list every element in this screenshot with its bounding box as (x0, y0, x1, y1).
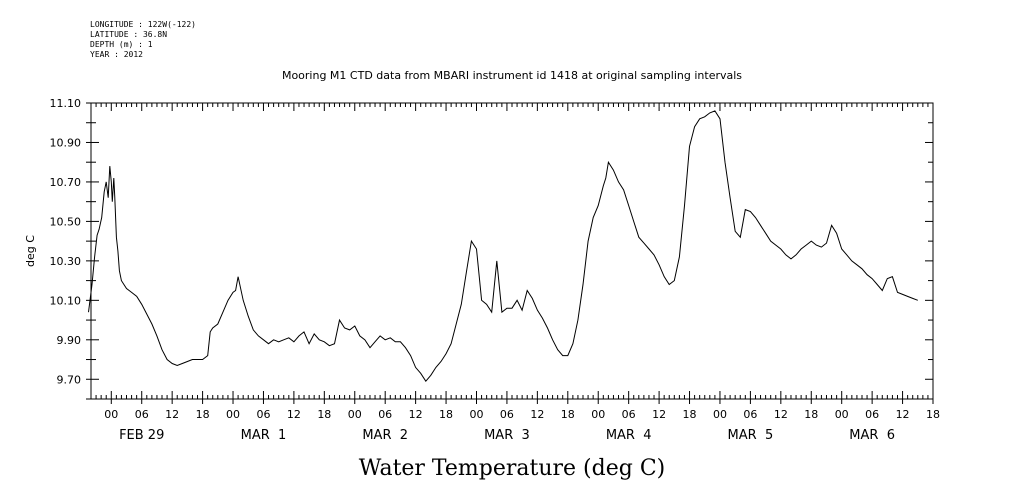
y-tick-label: 10.10 (50, 294, 82, 307)
x-tick-label: 18 (196, 408, 210, 421)
x-tick-label: 12 (287, 408, 301, 421)
depth-line: DEPTH (m) : 1 (90, 40, 153, 49)
day-label: MAR 5 (728, 428, 774, 443)
x-tick-label: 18 (317, 408, 331, 421)
temperature-series-line (88, 110, 918, 383)
x-tick-label: 06 (500, 408, 514, 421)
y-tick-label: 10.90 (50, 136, 82, 149)
x-tick-label: 18 (561, 408, 575, 421)
latitude-line: LATITUDE : 36.8N (90, 30, 168, 39)
y-tick-label: 9.70 (57, 373, 82, 386)
day-label: MAR 1 (241, 428, 287, 443)
x-tick-label: 06 (378, 408, 392, 421)
x-tick-label: 12 (409, 408, 423, 421)
x-tick-label: 06 (865, 408, 879, 421)
x-tick-label: 00 (226, 408, 240, 421)
x-tick-label: 00 (591, 408, 605, 421)
x-tick-label: 18 (683, 408, 697, 421)
longitude-line: LONGITUDE : 122W(-122) (90, 20, 196, 29)
x-tick-label: 18 (804, 408, 818, 421)
x-tick-label: 12 (165, 408, 179, 421)
y-tick-label: 10.50 (50, 215, 82, 228)
x-tick-label: 06 (135, 408, 149, 421)
metadata-block: LONGITUDE : 122W(-122) LATITUDE : 36.8N … (90, 20, 196, 60)
x-tick-labels: 00 06 12 18 00 06 12 18 00 06 12 18 00 06 12 18 00 06 12 18… (104, 408, 940, 421)
x-tick-label: 06 (622, 408, 636, 421)
y-tick-label: 10.70 (50, 176, 82, 189)
x-tick-label: 00 (348, 408, 362, 421)
x-tick-label: 12 (652, 408, 666, 421)
x-tick-label: 06 (743, 408, 757, 421)
y-tick-label: 9.90 (57, 334, 82, 347)
x-tick-label: 12 (896, 408, 910, 421)
y-axis-label: deg C (24, 235, 37, 267)
chart-title: Mooring M1 CTD data from MBARI instrumen… (282, 69, 742, 82)
x-tick-label: 00 (104, 408, 118, 421)
axis-ticks (86, 102, 934, 404)
day-labels: FEB 29 MAR 1 MAR 2 MAR 3 MAR 4 MAR 5 MAR 6 (119, 428, 895, 443)
x-tick-label: 12 (530, 408, 544, 421)
y-tick-label: 11.10 (50, 97, 82, 110)
plot-frame (90, 102, 934, 400)
x-tick-label: 18 (926, 408, 940, 421)
y-tick-label: 10.30 (50, 255, 82, 268)
x-tick-label: 12 (774, 408, 788, 421)
x-tick-label: 18 (439, 408, 453, 421)
day-label: MAR 6 (849, 428, 895, 443)
day-label: MAR 3 (484, 428, 530, 443)
x-tick-label: 06 (256, 408, 270, 421)
x-tick-label: 00 (713, 408, 727, 421)
day-label: MAR 4 (606, 428, 652, 443)
x-tick-label: 00 (835, 408, 849, 421)
year-line: YEAR : 2012 (90, 50, 143, 59)
x-axis-title: Water Temperature (deg C) (359, 456, 666, 481)
day-label: MAR 2 (362, 428, 408, 443)
x-tick-label: 00 (469, 408, 483, 421)
y-tick-labels: 9.70 9.90 10.10 10.30 10.50 10.70 10.90 11.10 (50, 97, 82, 386)
day-label: FEB 29 (119, 428, 164, 443)
